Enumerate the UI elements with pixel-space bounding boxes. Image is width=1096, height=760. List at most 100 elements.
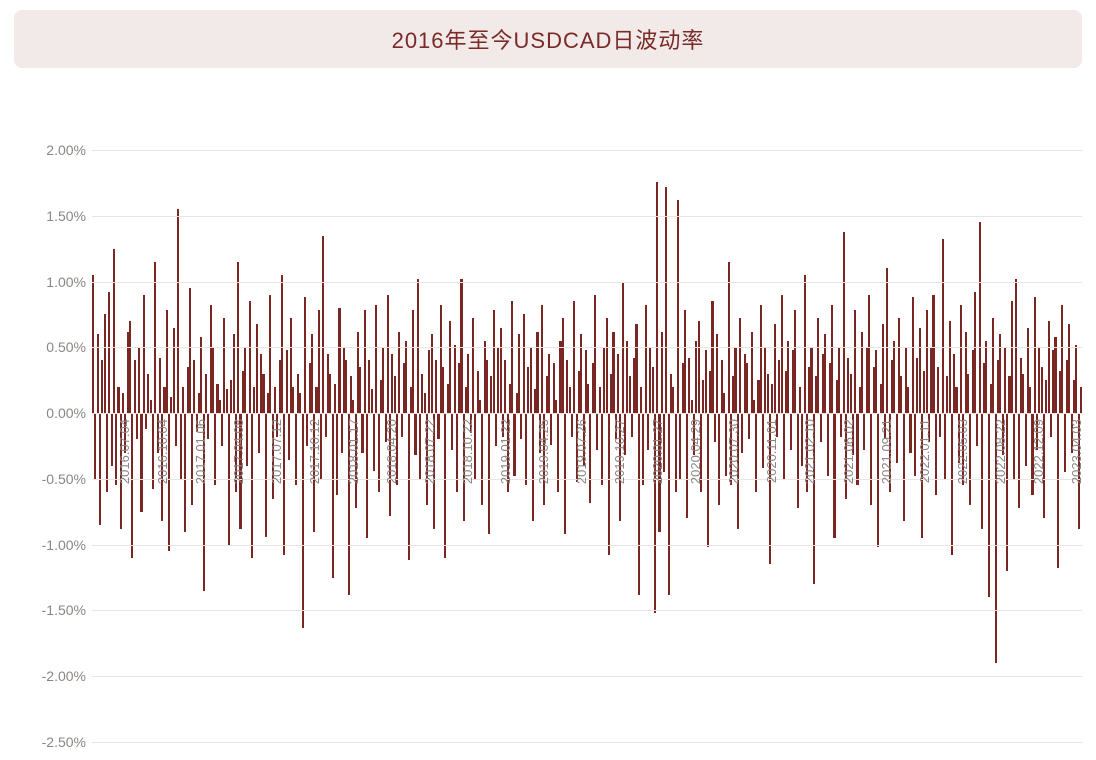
bar	[698, 321, 700, 413]
bar	[412, 310, 414, 413]
gridline	[92, 413, 1082, 414]
bar	[645, 305, 647, 413]
bar	[456, 413, 458, 492]
bar	[937, 367, 939, 413]
bar	[292, 387, 294, 413]
bar	[541, 305, 543, 413]
gridline	[92, 216, 1082, 217]
bar	[981, 413, 983, 529]
bar	[472, 318, 474, 413]
bar	[184, 413, 186, 531]
bar	[960, 305, 962, 413]
bar	[219, 400, 221, 413]
bar	[518, 334, 520, 413]
bar	[564, 413, 566, 534]
bar	[1064, 413, 1066, 472]
y-tick-label: -2.00%	[42, 668, 86, 684]
bar	[652, 367, 654, 413]
y-tick-label: -2.50%	[42, 734, 86, 750]
bar	[345, 360, 347, 413]
bar	[914, 413, 916, 476]
bar	[608, 413, 610, 555]
bar	[882, 324, 884, 413]
bar	[810, 347, 812, 413]
bar	[557, 413, 559, 492]
bar	[794, 310, 796, 413]
bar	[525, 413, 527, 485]
x-tick-label: 2020.01.27	[650, 419, 665, 484]
bar	[154, 262, 156, 413]
bar	[668, 413, 670, 595]
bar	[338, 308, 340, 413]
bar	[640, 387, 642, 413]
bar	[175, 413, 177, 446]
bar	[244, 347, 246, 413]
bar	[861, 332, 863, 414]
bar	[104, 314, 106, 413]
bar	[226, 389, 228, 413]
bar	[318, 310, 320, 413]
bar	[677, 200, 679, 413]
bar	[325, 413, 327, 437]
bar	[734, 347, 736, 413]
bar	[454, 345, 456, 413]
chart-area: 2.00%1.50%1.00%0.50%0.00%-0.50%-1.00%-1.…	[0, 90, 1096, 750]
bar	[237, 262, 239, 413]
bar	[371, 389, 373, 413]
bar	[530, 347, 532, 413]
chart-title: 2016年至今USDCAD日波动率	[392, 23, 705, 55]
bar	[587, 384, 589, 413]
bar	[117, 387, 119, 413]
bar	[606, 318, 608, 413]
bar	[214, 413, 216, 485]
bar	[976, 413, 978, 446]
x-tick-label: 2016.10.04	[155, 419, 170, 484]
bar	[955, 387, 957, 413]
bar	[513, 413, 515, 476]
x-tick-label: 2017.04.08	[231, 419, 246, 484]
bar	[302, 413, 304, 627]
bar	[359, 367, 361, 413]
bar	[262, 374, 264, 413]
bar	[1041, 367, 1043, 413]
bar	[364, 310, 366, 413]
bar	[334, 384, 336, 413]
bar	[942, 239, 944, 413]
bar	[352, 400, 354, 413]
bar	[854, 310, 856, 413]
bar	[486, 360, 488, 413]
x-tick-label: 2021.02.10	[802, 419, 817, 484]
x-tick-label: 2019.10.27	[612, 419, 627, 484]
bar	[967, 374, 969, 413]
bar	[746, 363, 748, 413]
bar	[145, 413, 147, 429]
bar	[419, 413, 421, 479]
x-tick-label: 2020.11.01	[764, 419, 779, 483]
bar	[532, 413, 534, 521]
bar	[827, 413, 829, 476]
x-tick-label: 2016.07.04	[117, 419, 132, 484]
x-tick-label: 2019.07.26	[574, 419, 589, 484]
bar	[113, 249, 115, 413]
bar	[893, 341, 895, 413]
bar	[999, 334, 1001, 413]
bar	[790, 413, 792, 450]
bar	[661, 332, 663, 414]
x-tick-label: 2022.12.09	[1031, 419, 1046, 484]
bar	[129, 321, 131, 413]
bar	[594, 295, 596, 413]
bar	[949, 321, 951, 413]
bar	[460, 279, 462, 413]
bar	[444, 413, 446, 558]
bar	[783, 413, 785, 479]
bar	[1061, 305, 1063, 413]
bar	[108, 292, 110, 413]
bar	[193, 360, 195, 413]
bar	[629, 376, 631, 413]
bar	[599, 387, 601, 413]
bar	[723, 393, 725, 413]
bar	[718, 413, 720, 505]
bar	[361, 413, 363, 452]
bar	[288, 413, 290, 460]
bar	[177, 209, 179, 413]
